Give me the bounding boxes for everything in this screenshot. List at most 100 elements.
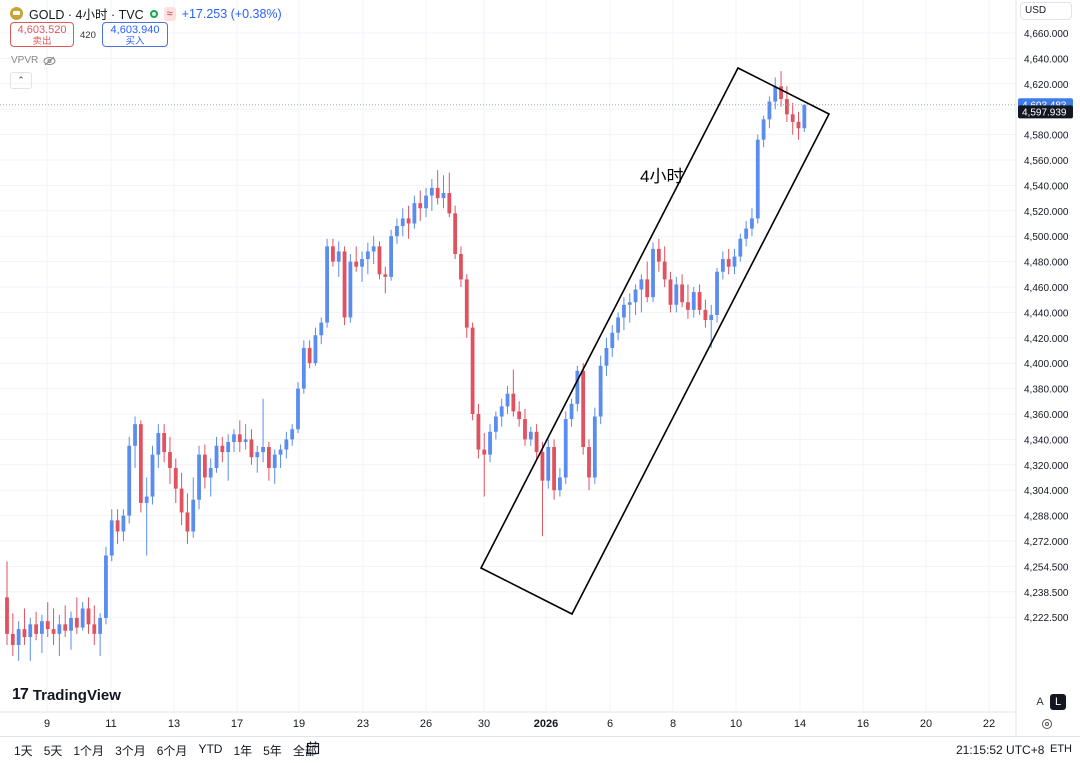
candle[interactable] [354, 246, 359, 272]
candle[interactable] [639, 274, 644, 313]
candle[interactable] [249, 429, 254, 465]
candle[interactable] [662, 246, 667, 287]
candle[interactable] [232, 429, 236, 453]
candle[interactable] [528, 426, 533, 446]
candle[interactable] [80, 602, 85, 631]
candle[interactable] [651, 242, 655, 303]
candle[interactable] [10, 613, 15, 657]
candle[interactable] [278, 444, 283, 468]
candle[interactable] [395, 218, 399, 244]
candle[interactable] [185, 493, 190, 544]
candle[interactable] [208, 458, 213, 497]
candle[interactable] [755, 134, 760, 224]
candle[interactable] [28, 617, 33, 661]
candle[interactable] [493, 411, 498, 440]
candle[interactable] [802, 104, 807, 133]
sell-button[interactable]: 4,603.520 卖出 [10, 22, 74, 47]
candle[interactable] [715, 267, 719, 323]
candle[interactable] [523, 408, 527, 446]
candle[interactable] [680, 274, 685, 308]
candle[interactable] [499, 398, 504, 427]
range-3m[interactable]: 3个月 [115, 744, 146, 758]
candle[interactable] [98, 613, 103, 657]
session-label[interactable]: ETH [1050, 743, 1072, 755]
candle[interactable] [214, 436, 219, 473]
range-1d[interactable]: 1天 [14, 744, 33, 758]
candle[interactable] [371, 236, 376, 265]
candle[interactable] [558, 467, 562, 497]
candle[interactable] [109, 509, 114, 562]
candle[interactable] [610, 325, 615, 357]
candle[interactable] [581, 363, 586, 455]
candle[interactable] [296, 382, 300, 434]
candle[interactable] [156, 424, 161, 468]
candle[interactable] [104, 546, 108, 625]
candle[interactable] [563, 411, 568, 484]
candle[interactable] [319, 317, 324, 345]
candle[interactable] [633, 284, 638, 315]
goto-date-calendar-icon[interactable] [306, 741, 320, 755]
currency-selector[interactable]: USD [1020, 2, 1072, 20]
buy-button[interactable]: 4,603.940 买入 [102, 22, 168, 47]
range-6m[interactable]: 6个月 [156, 744, 188, 758]
axis-settings-icon[interactable] [1041, 718, 1053, 730]
candle[interactable] [45, 602, 50, 638]
candle[interactable] [674, 276, 679, 313]
candle[interactable] [622, 297, 626, 331]
candle[interactable] [587, 439, 591, 491]
candle[interactable] [16, 621, 21, 661]
candle[interactable] [255, 445, 260, 473]
candle[interactable] [569, 398, 574, 427]
range-5d[interactable]: 5天 [43, 744, 63, 758]
candle[interactable] [63, 605, 68, 638]
candle[interactable] [703, 299, 708, 328]
candle[interactable] [267, 441, 271, 481]
candle[interactable] [220, 436, 225, 463]
candle[interactable] [732, 248, 737, 275]
trend-channel-drawing[interactable] [479, 66, 831, 616]
candle[interactable] [575, 365, 580, 412]
candle[interactable] [709, 304, 714, 348]
candle[interactable] [237, 420, 242, 453]
candle[interactable] [720, 251, 725, 280]
candle[interactable] [406, 205, 411, 239]
candle[interactable] [290, 424, 295, 446]
candle[interactable] [360, 251, 364, 282]
range-all[interactable]: 全部 [292, 744, 317, 758]
symbol-title[interactable]: GOLD · 4小时 · TVC [29, 8, 144, 22]
range-ytd[interactable]: YTD [198, 742, 223, 756]
candle[interactable] [424, 187, 428, 218]
candle[interactable] [656, 238, 661, 272]
candle[interactable] [57, 614, 62, 657]
candle[interactable] [69, 611, 73, 650]
candle[interactable] [738, 233, 743, 262]
candle[interactable] [400, 208, 405, 237]
candle[interactable] [150, 445, 155, 505]
candle[interactable] [627, 293, 632, 323]
candle[interactable] [412, 195, 417, 229]
range-5y[interactable]: 5年 [263, 744, 282, 758]
candle[interactable] [598, 355, 603, 425]
candle[interactable] [453, 205, 458, 260]
candle[interactable] [179, 472, 184, 526]
collapse-legend-button[interactable]: ⌃ [10, 72, 32, 89]
candle[interactable] [243, 424, 248, 450]
candle[interactable] [342, 246, 347, 326]
candle[interactable] [121, 509, 126, 541]
clock-timezone[interactable]: 21:15:52 UTC+8 [956, 743, 1045, 757]
candle[interactable] [92, 605, 97, 645]
candle[interactable] [168, 436, 172, 484]
candle[interactable] [383, 266, 388, 294]
candle[interactable] [540, 441, 545, 537]
candle[interactable] [726, 248, 731, 275]
candle[interactable] [744, 220, 749, 247]
candle[interactable] [336, 241, 341, 277]
candle[interactable] [226, 434, 231, 481]
candle[interactable] [511, 369, 516, 417]
candle[interactable] [546, 439, 551, 489]
candle[interactable] [365, 242, 370, 275]
range-1m[interactable]: 1个月 [73, 744, 105, 758]
candle[interactable] [34, 611, 38, 641]
auto-scale-button[interactable]: A [1036, 696, 1044, 708]
candle[interactable] [767, 96, 772, 129]
